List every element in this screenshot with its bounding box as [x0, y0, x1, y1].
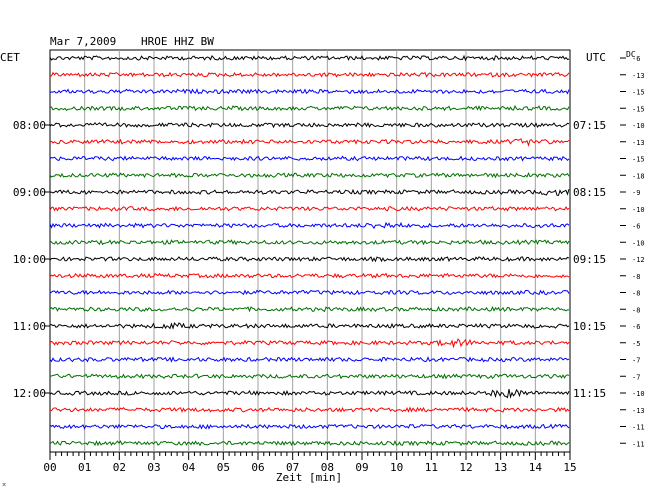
left-hour-label: 08:00	[13, 119, 46, 132]
left-hour-label: 11:00	[13, 320, 46, 333]
trace-line	[49, 356, 570, 363]
x-tick-label: 00	[43, 461, 56, 474]
dc-offset-label: -8	[632, 290, 640, 298]
corner-mark: ⌅	[2, 480, 6, 488]
right-hour-label: 09:15	[573, 253, 606, 266]
left-hour-labels: 08:00 09:00 10:00 11:00 12:00	[13, 119, 50, 400]
x-tick-label: 10	[390, 461, 403, 474]
trace-line	[49, 373, 570, 380]
x-tick-label: 01	[78, 461, 91, 474]
trace-line	[49, 305, 570, 313]
x-axis-ticks	[49, 452, 571, 460]
trace-line	[49, 155, 570, 162]
dc-offset-label: -7	[632, 357, 640, 365]
trace-line	[49, 406, 570, 413]
x-tick-label: 06	[251, 461, 264, 474]
left-hour-label: 10:00	[13, 253, 46, 266]
dc-offset-label: -12	[632, 256, 645, 264]
left-hour-label: 09:00	[13, 186, 46, 199]
dc-offset-label: -13	[632, 72, 645, 80]
dc-offset-label: -5	[632, 340, 640, 348]
trace-line	[49, 122, 570, 129]
trace-line	[49, 239, 570, 246]
x-tick-label: 11	[425, 461, 438, 474]
dc-offset-label: -8	[632, 306, 640, 314]
trace-line	[49, 289, 570, 296]
dc-offset-label: -7	[632, 373, 640, 381]
x-tick-label: 13	[494, 461, 507, 474]
dc-offset-label: -10	[632, 206, 645, 214]
x-tick-label: 03	[147, 461, 160, 474]
left-timezone-label: CET	[0, 51, 20, 64]
trace-line	[49, 256, 570, 263]
trace-line	[49, 388, 570, 399]
dc-offset-label: -11	[632, 440, 645, 448]
dc-offset-label: -18	[632, 172, 645, 180]
dc-label: DC	[626, 50, 636, 59]
trace-group	[49, 54, 570, 447]
dc-offset-label: -9	[632, 189, 640, 197]
trace-line	[49, 205, 570, 212]
right-hour-label: 11:15	[573, 387, 606, 400]
minute-gridlines	[84, 50, 536, 452]
trace-line	[49, 322, 570, 330]
dc-offset-label: -13	[632, 407, 645, 415]
trace-line	[49, 423, 570, 430]
dc-offset-label: -10	[632, 122, 645, 130]
trace-line	[49, 338, 570, 349]
left-hour-label: 12:00	[13, 387, 46, 400]
x-tick-label: 04	[182, 461, 196, 474]
dc-offset-label: -15	[632, 105, 645, 113]
x-tick-label: 08	[321, 461, 334, 474]
dc-offset-labels: -6 -13 -15 -15 -10 -13 -15 -18 -9 -10 -6 -10 -12 -8 -8…	[620, 55, 645, 448]
trace-line	[49, 104, 570, 112]
dc-offset-label: -13	[632, 139, 645, 147]
dc-offset-label: -6	[632, 223, 640, 231]
x-tick-label: 05	[217, 461, 230, 474]
dc-offset-label: -8	[632, 273, 640, 281]
trace-line	[49, 172, 570, 179]
x-tick-label: 12	[459, 461, 472, 474]
dc-offset-label: -6	[632, 55, 640, 63]
trace-line	[49, 439, 570, 447]
dc-offset-label: -15	[632, 89, 645, 97]
dc-offset-label: -15	[632, 156, 645, 164]
x-tick-label: 09	[355, 461, 368, 474]
trace-line	[49, 54, 570, 62]
right-timezone-label: UTC	[586, 51, 606, 64]
trace-line	[49, 71, 570, 78]
dc-offset-label: -6	[632, 323, 640, 331]
right-hour-label: 10:15	[573, 320, 606, 333]
x-axis-label: Zeit [min]	[276, 471, 342, 484]
trace-line	[49, 138, 570, 147]
dc-offset-label: -10	[632, 239, 645, 247]
right-hour-label: 08:15	[573, 186, 606, 199]
trace-line	[49, 188, 570, 196]
trace-line	[49, 221, 570, 230]
x-tick-label: 14	[529, 461, 543, 474]
right-hour-label: 07:15	[573, 119, 606, 132]
x-axis-tick-labels: 00 01 02 03 04 05 06 07 08 09 10 11 12 13 14 15	[43, 461, 576, 474]
x-tick-label: 02	[113, 461, 126, 474]
x-tick-label: 07	[286, 461, 299, 474]
x-tick-label: 15	[563, 461, 576, 474]
date-label: Mar 7,2009	[50, 35, 116, 48]
dc-offset-label: -11	[632, 424, 645, 432]
station-label: HROE HHZ BW	[141, 35, 214, 48]
trace-line	[49, 272, 570, 279]
trace-line	[49, 88, 570, 95]
right-hour-labels: 07:15 08:15 09:15 10:15 11:15	[573, 119, 606, 400]
dc-offset-label: -10	[632, 390, 645, 398]
